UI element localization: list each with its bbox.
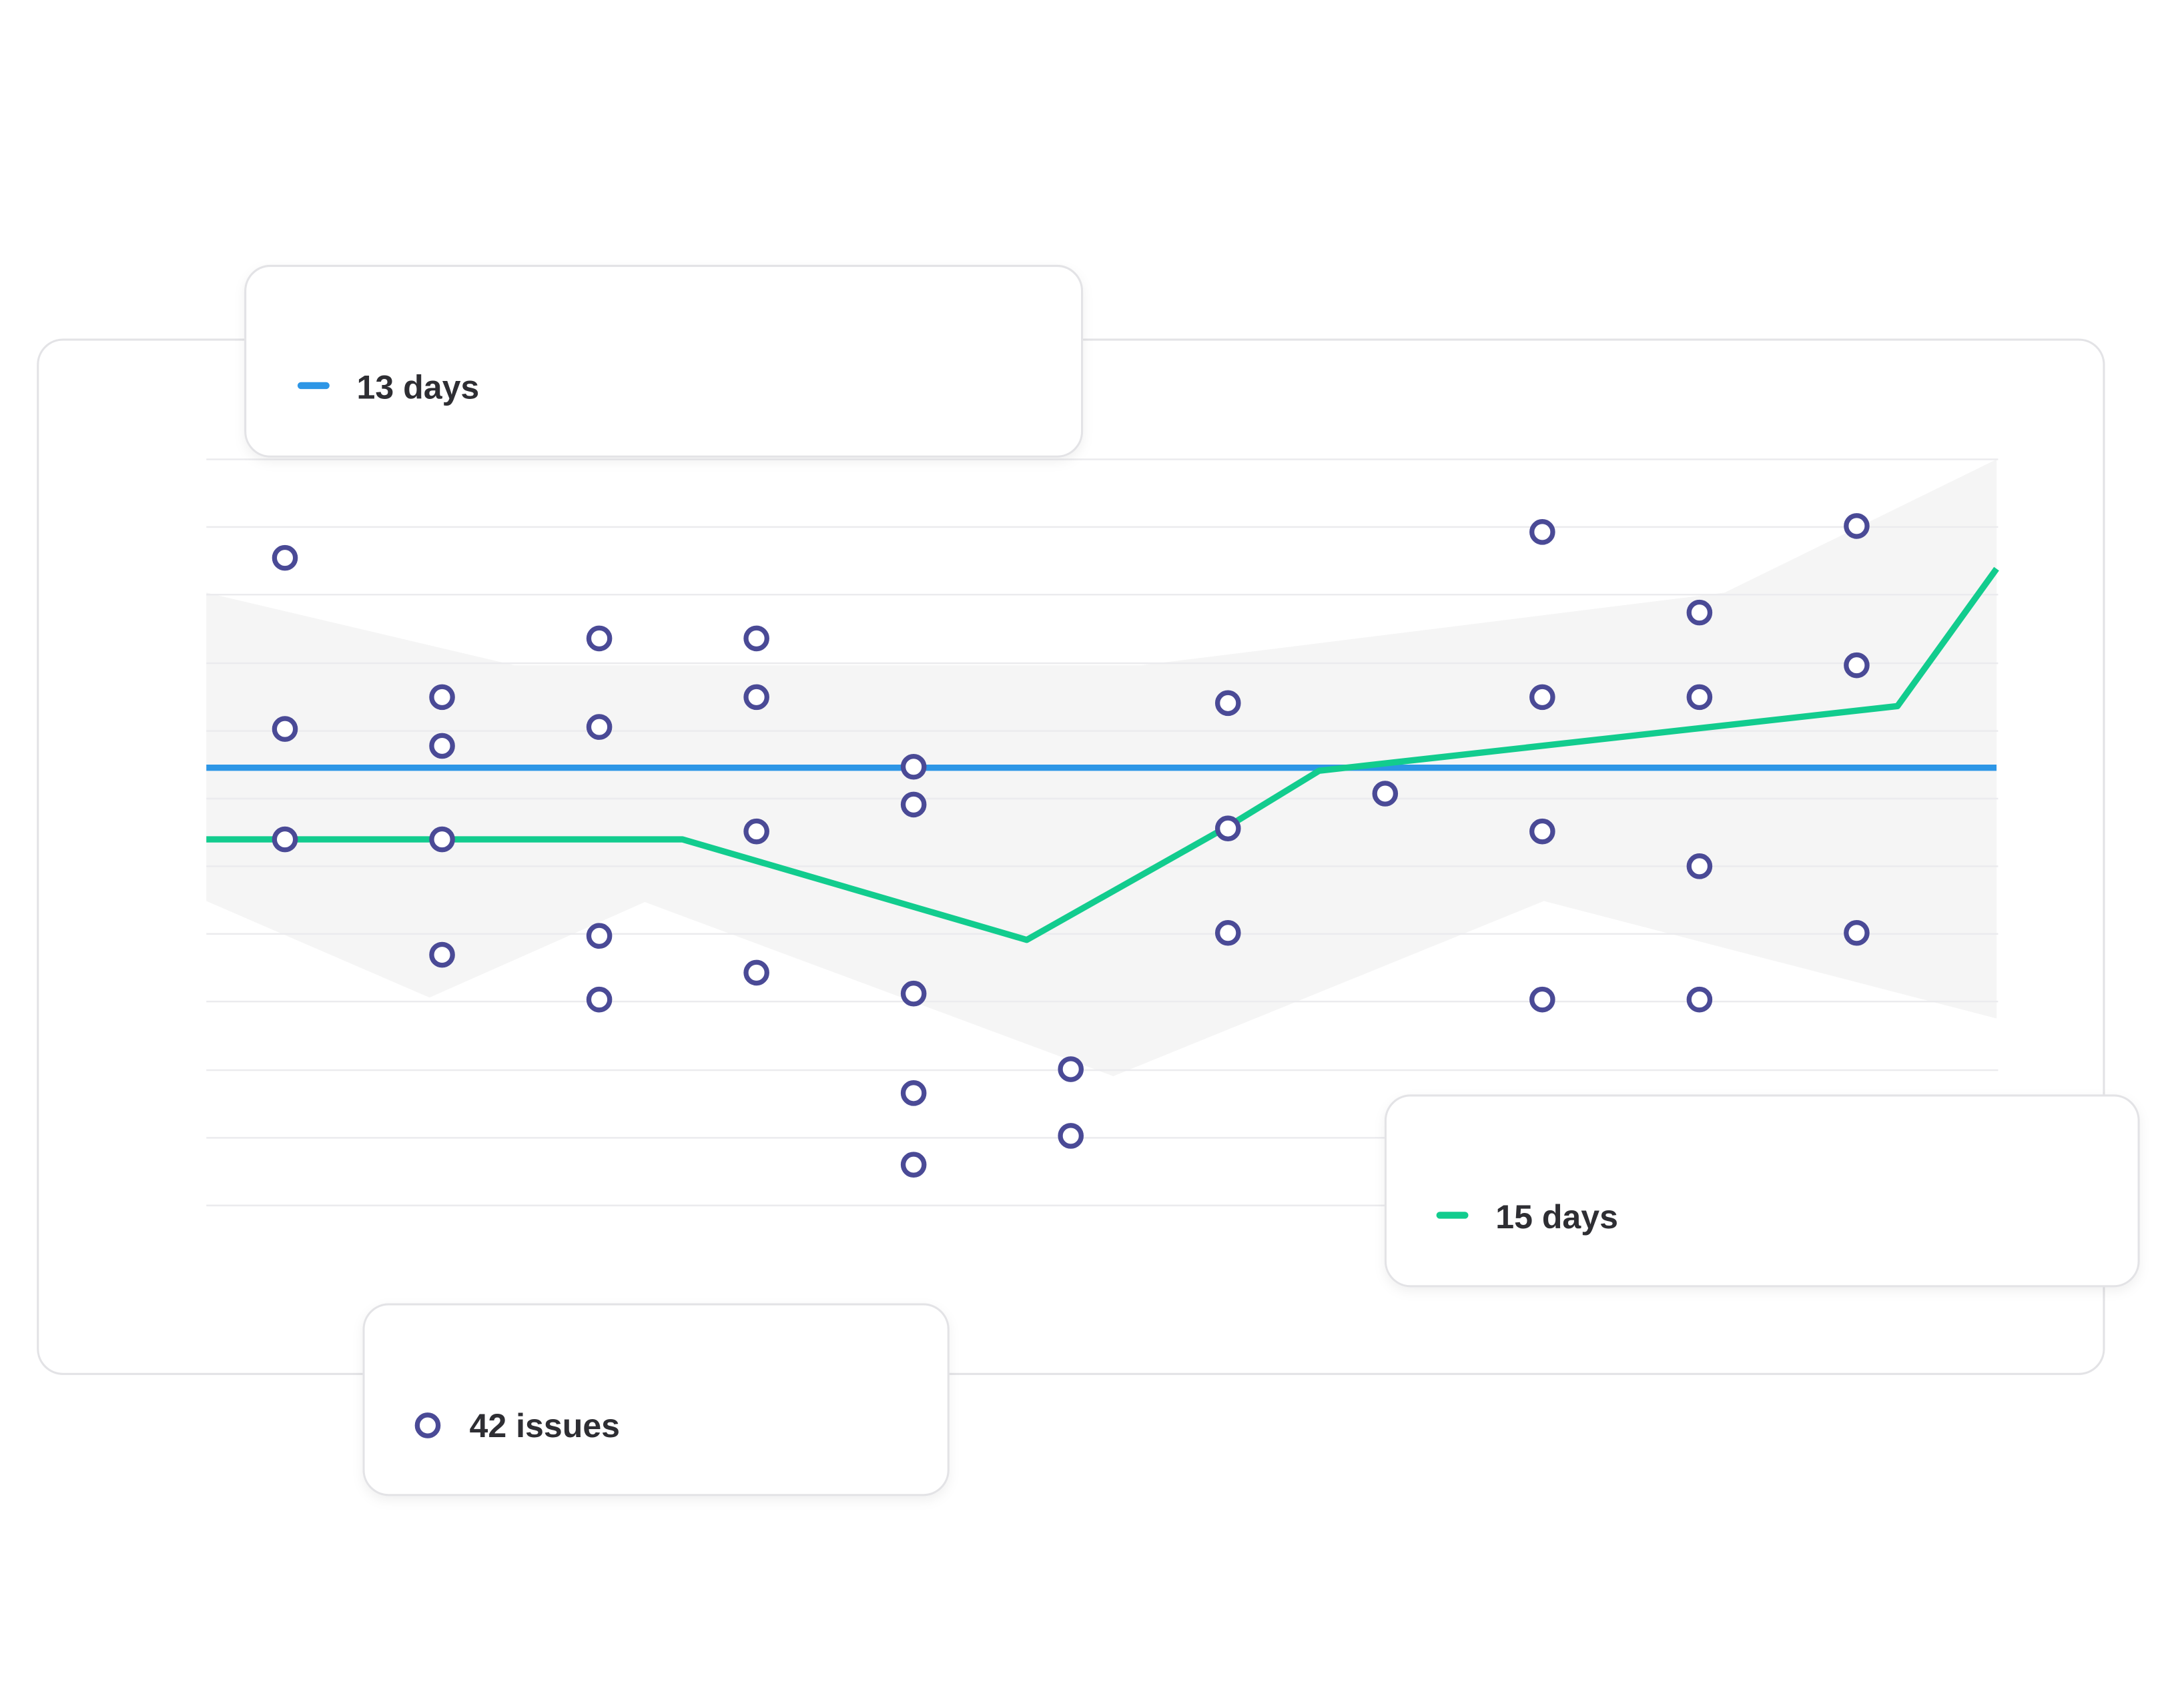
- issue-point: [1529, 818, 1555, 845]
- issue-point: [1214, 815, 1241, 841]
- card: [244, 264, 1084, 458]
- issue-point: [900, 1080, 927, 1106]
- issue-point: [586, 923, 613, 949]
- issue-point: [1686, 599, 1713, 626]
- issue-point: [272, 716, 298, 742]
- issue-point: [1214, 690, 1241, 717]
- issue-point: [429, 941, 455, 968]
- card: [1384, 1094, 2140, 1288]
- issue-point: [586, 986, 613, 1013]
- issue-point: [900, 791, 927, 818]
- issue-point: [1372, 781, 1399, 807]
- issue-point: [743, 818, 769, 845]
- issue-point: [743, 625, 769, 652]
- issue-point: [900, 980, 927, 1007]
- issue-point: [900, 1152, 927, 1178]
- card: [362, 1303, 950, 1497]
- issue-point: [1529, 986, 1555, 1013]
- issue-point: [1686, 853, 1713, 879]
- annotation: 13 days: [357, 368, 480, 406]
- issue-point: [1529, 519, 1555, 545]
- issue-point: [1529, 684, 1555, 711]
- issue-point: [743, 684, 769, 711]
- issue-point: [586, 625, 613, 652]
- issue-point: [1686, 684, 1713, 711]
- issue-point: [1844, 513, 1870, 539]
- issue-point: [900, 753, 927, 780]
- issue-point: [1058, 1123, 1084, 1149]
- annotation: 42 issues: [470, 1407, 620, 1444]
- rolling-card: 15 days: [1384, 1094, 2140, 1288]
- issue-point: [1058, 1056, 1084, 1082]
- legend-swatch: [414, 1412, 441, 1438]
- issue-point: [272, 826, 298, 853]
- issues-card: 42 issues: [362, 1303, 950, 1497]
- mean-card: 13 days: [244, 264, 1084, 458]
- issue-point: [272, 544, 298, 571]
- issue-point: [1844, 652, 1870, 679]
- issue-point: [429, 826, 455, 853]
- issue-point: [429, 733, 455, 759]
- issue-point: [586, 714, 613, 740]
- issue-point: [1214, 919, 1241, 946]
- annotation: 15 days: [1495, 1198, 1618, 1236]
- issue-point: [743, 959, 769, 986]
- issue-point: [1844, 919, 1870, 946]
- issue-point: [1686, 986, 1713, 1013]
- issue-point: [429, 684, 455, 711]
